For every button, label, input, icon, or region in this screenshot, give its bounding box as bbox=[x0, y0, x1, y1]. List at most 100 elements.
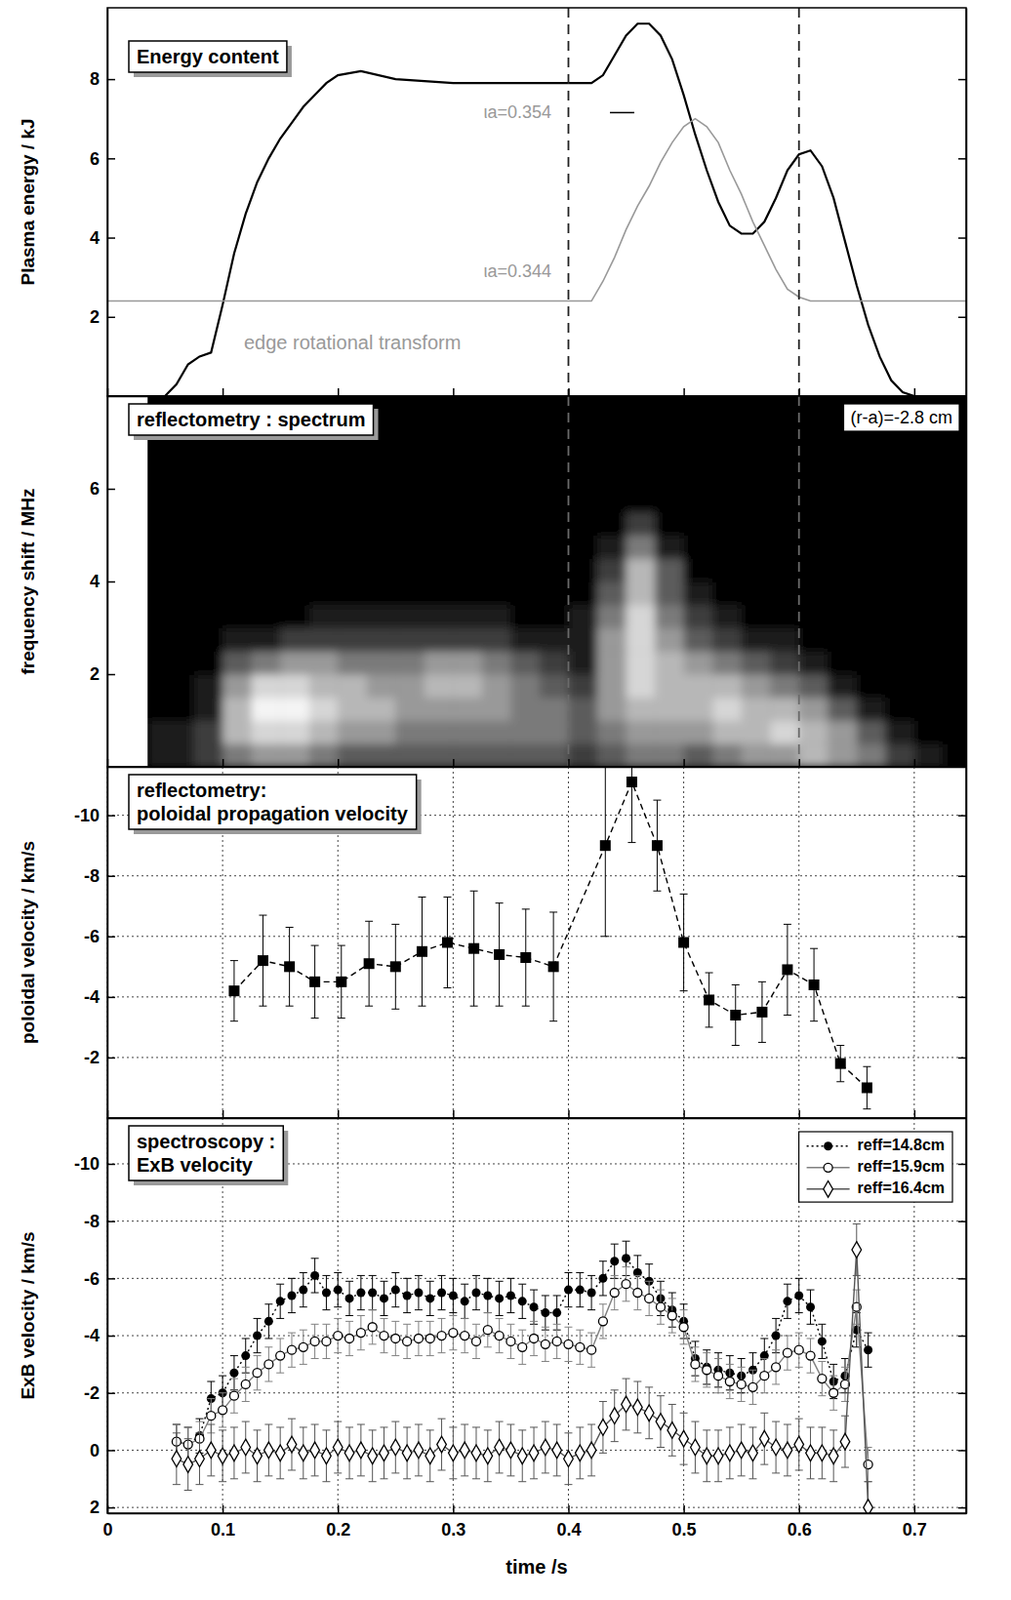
cell bbox=[856, 605, 887, 629]
y-tick-mark bbox=[958, 997, 967, 1000]
error-bar bbox=[391, 1421, 400, 1474]
error-bar bbox=[587, 1424, 596, 1477]
cell bbox=[799, 650, 829, 675]
error-bar bbox=[864, 1482, 873, 1514]
cell bbox=[769, 581, 800, 606]
y-tick-mark bbox=[107, 1278, 116, 1281]
marker bbox=[679, 1323, 688, 1333]
cell bbox=[712, 697, 742, 722]
marker bbox=[459, 1442, 470, 1459]
marker bbox=[483, 1291, 492, 1300]
panel-title-box: reflectometry : spectrum bbox=[128, 404, 379, 441]
error-bar bbox=[391, 1321, 400, 1356]
error-bar bbox=[702, 1353, 711, 1388]
cell bbox=[799, 512, 829, 536]
error-bar bbox=[864, 1333, 873, 1368]
cell bbox=[280, 535, 310, 560]
y-tick: 2 bbox=[89, 307, 116, 327]
marker bbox=[609, 1289, 619, 1298]
cell bbox=[654, 650, 685, 675]
cell bbox=[712, 558, 742, 582]
marker bbox=[286, 1291, 296, 1300]
cell bbox=[626, 558, 656, 582]
cell bbox=[280, 721, 310, 745]
cell bbox=[885, 650, 915, 675]
cell bbox=[222, 581, 252, 606]
marker bbox=[736, 1379, 746, 1389]
error-bar bbox=[276, 1338, 284, 1374]
y-tick: -10 bbox=[74, 806, 116, 826]
cell bbox=[741, 558, 771, 582]
marker bbox=[806, 1445, 816, 1462]
cell bbox=[395, 721, 425, 745]
x-tick bbox=[914, 759, 916, 768]
error-bar bbox=[448, 1278, 457, 1313]
error-bar bbox=[807, 1290, 815, 1325]
cell bbox=[482, 697, 512, 722]
marker bbox=[690, 1360, 700, 1370]
cell bbox=[654, 535, 685, 560]
cell bbox=[482, 650, 512, 675]
cell bbox=[194, 650, 224, 675]
cell bbox=[194, 743, 224, 768]
cell bbox=[885, 721, 915, 745]
marker bbox=[863, 1345, 873, 1355]
cell bbox=[712, 512, 742, 536]
error-bar bbox=[379, 1281, 388, 1316]
x-tick bbox=[914, 388, 916, 397]
cell bbox=[539, 558, 569, 582]
marker bbox=[494, 1439, 505, 1456]
cell bbox=[452, 535, 483, 560]
error-bar bbox=[357, 1424, 365, 1477]
marker bbox=[413, 1442, 424, 1459]
error-bar bbox=[668, 1404, 677, 1456]
cell bbox=[684, 558, 714, 582]
y-tick-label: 0 bbox=[89, 1441, 100, 1461]
cell bbox=[856, 535, 887, 560]
error-bar bbox=[403, 1427, 411, 1480]
cell bbox=[147, 674, 195, 698]
cell bbox=[827, 674, 857, 698]
cell bbox=[539, 581, 569, 606]
cell bbox=[684, 721, 714, 745]
marker bbox=[425, 1294, 435, 1303]
marker bbox=[283, 961, 295, 972]
error-bar bbox=[506, 1424, 515, 1477]
cell bbox=[942, 650, 967, 675]
marker bbox=[655, 1302, 665, 1312]
error-bar bbox=[610, 1244, 619, 1279]
x-tick: 0.4 bbox=[556, 1505, 581, 1540]
cell bbox=[194, 558, 224, 582]
plot-frame bbox=[107, 396, 967, 768]
y-tick-label: 4 bbox=[89, 228, 100, 248]
cell bbox=[684, 512, 714, 536]
reference-line bbox=[798, 7, 801, 397]
y-tick-right bbox=[958, 581, 967, 583]
marker bbox=[335, 976, 347, 988]
marker bbox=[356, 1289, 365, 1298]
cell bbox=[597, 650, 627, 675]
y-tick-right bbox=[958, 1507, 967, 1509]
marker bbox=[425, 1334, 435, 1343]
error-bar bbox=[817, 1324, 826, 1359]
y-tick-right bbox=[958, 997, 967, 999]
marker bbox=[598, 1274, 607, 1284]
cell bbox=[567, 650, 598, 675]
marker bbox=[863, 1460, 873, 1470]
cell bbox=[222, 674, 252, 698]
marker bbox=[506, 1442, 517, 1459]
cell bbox=[510, 650, 540, 675]
marker bbox=[748, 1382, 758, 1392]
error-bar bbox=[529, 1290, 538, 1325]
x-tick-mark bbox=[222, 759, 225, 768]
cell bbox=[395, 605, 425, 629]
panel: 2468Plasma energy / kJEnergy contentedge… bbox=[17, 7, 967, 398]
cell bbox=[251, 650, 282, 675]
y-tick-label: -4 bbox=[83, 987, 100, 1008]
error-bar bbox=[426, 1281, 435, 1316]
marker bbox=[863, 1499, 874, 1514]
y-tick-mark bbox=[107, 1450, 116, 1453]
cell bbox=[741, 396, 771, 513]
marker bbox=[528, 1445, 539, 1462]
cell bbox=[885, 512, 915, 536]
